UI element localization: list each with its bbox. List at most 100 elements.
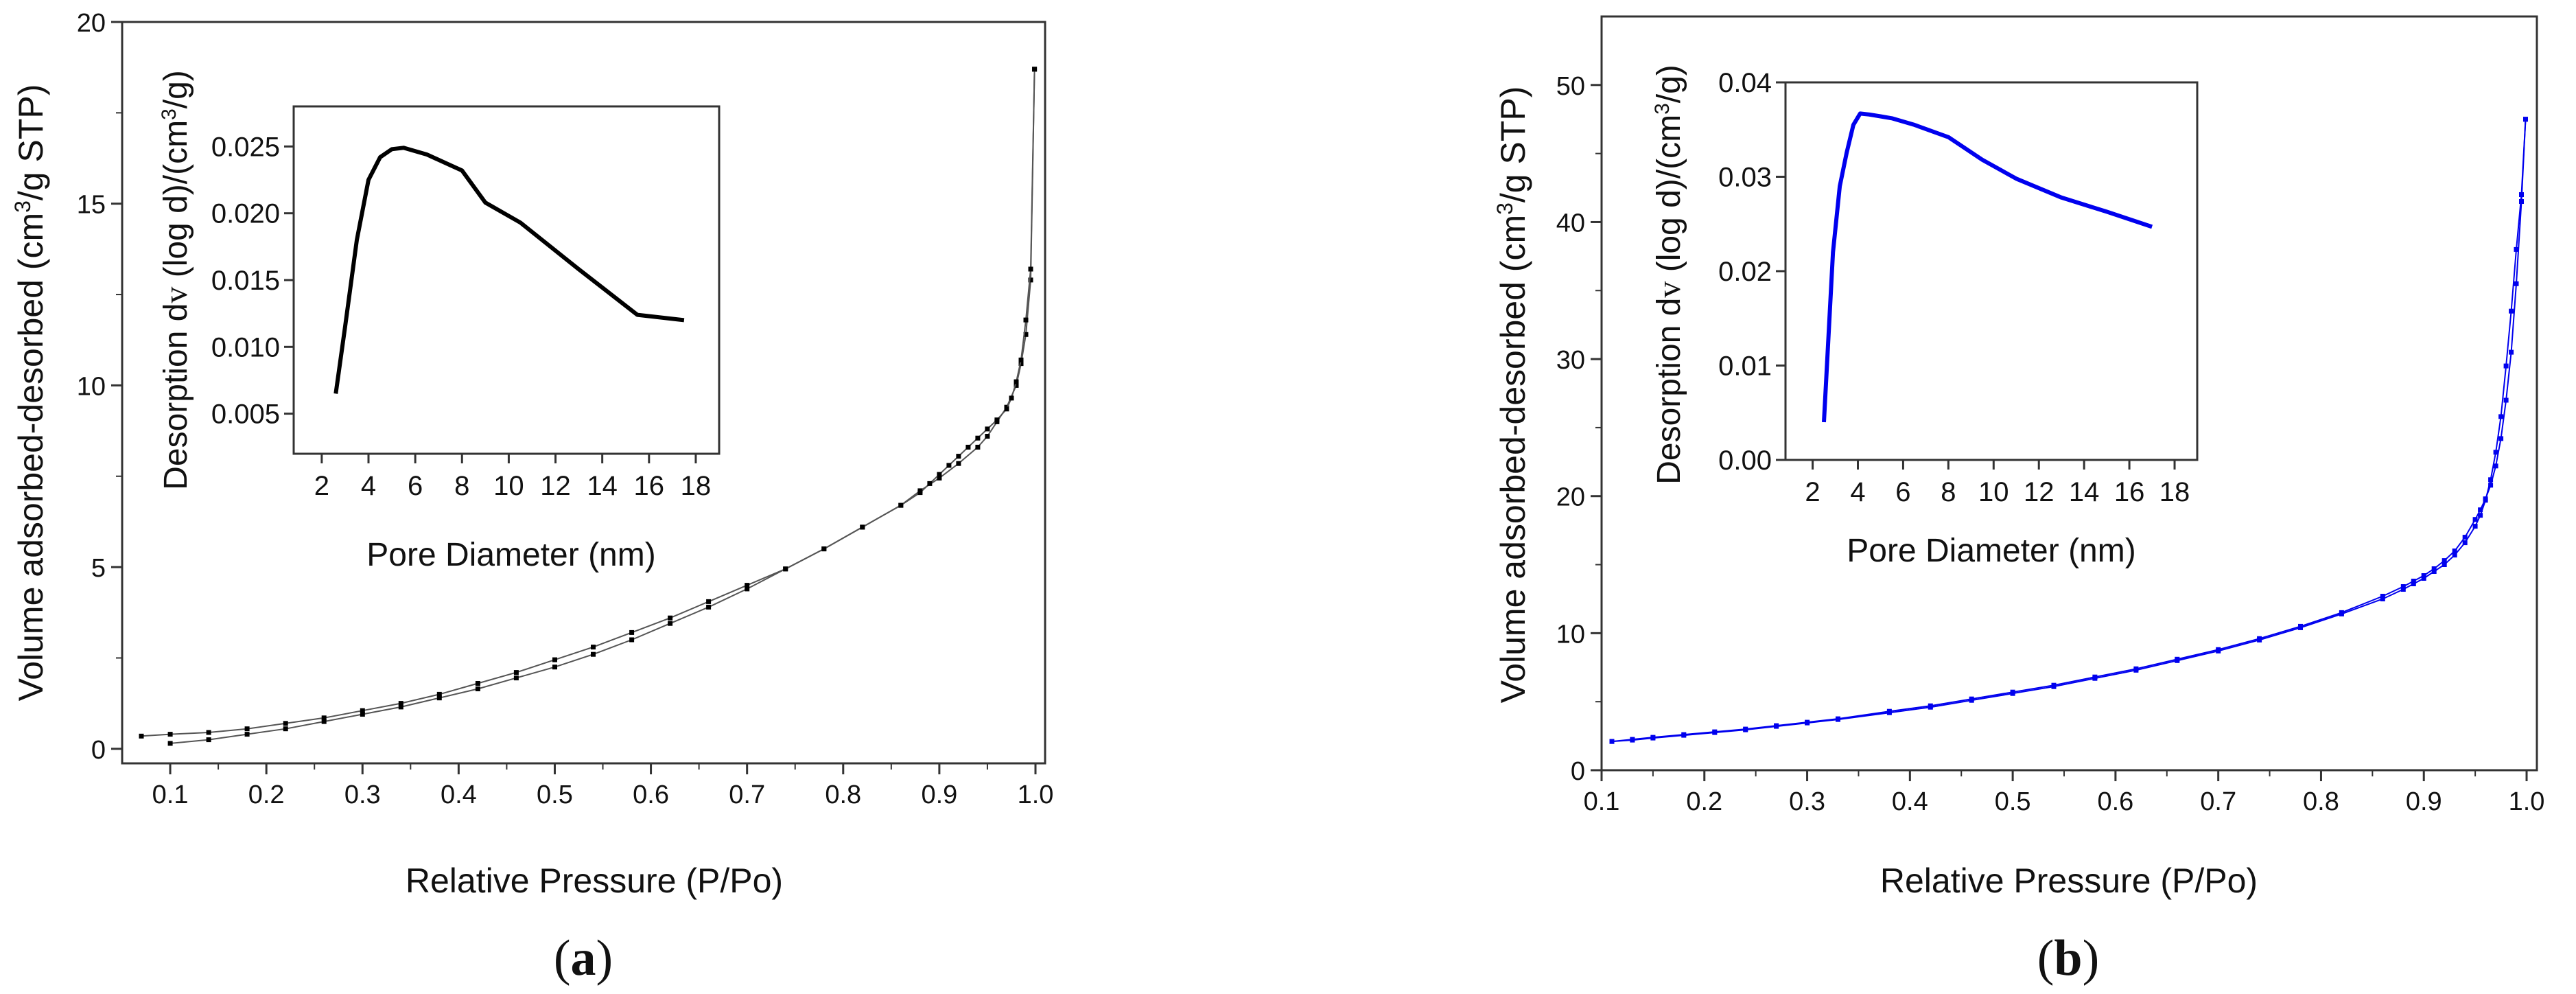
- inset-x-tick-label: 8: [454, 471, 469, 501]
- data-point: [1023, 332, 1029, 337]
- data-point: [1028, 266, 1033, 272]
- data-point: [1032, 67, 1038, 72]
- inset-xlabel-a: Pore Diameter (nm): [366, 537, 655, 573]
- data-point: [1743, 726, 1748, 732]
- data-point: [2472, 524, 2478, 529]
- data-point: [2498, 414, 2504, 419]
- data-point: [706, 604, 712, 610]
- y-tick-label: 30: [1556, 346, 1585, 375]
- inset-x-tick-label: 4: [361, 471, 376, 501]
- data-point: [2431, 569, 2437, 574]
- x-tick-label: 0.6: [633, 781, 669, 809]
- y-tick-label: 0: [1571, 757, 1585, 786]
- data-point: [2478, 513, 2483, 518]
- inset-x-tick-label: 6: [408, 471, 423, 501]
- data-point: [745, 586, 750, 592]
- x-tick-label: 0.2: [1686, 787, 1722, 816]
- inset-xlabel-b: Pore Diameter (nm): [1847, 533, 2135, 569]
- data-point: [937, 472, 942, 477]
- data-point: [956, 461, 961, 466]
- data-point: [946, 463, 952, 468]
- data-point: [283, 726, 288, 732]
- x-tick-label: 0.3: [344, 781, 381, 809]
- data-point: [975, 444, 981, 450]
- data-point: [436, 695, 442, 701]
- data-point: [706, 599, 712, 604]
- data-point: [475, 686, 480, 691]
- data-point: [1018, 361, 1024, 367]
- panel-label-a: (a): [554, 930, 613, 986]
- inset-x-tick-label: 16: [2114, 477, 2145, 507]
- main-plot-frame-a: [121, 21, 1046, 765]
- inset-axis-ticks-a: 2 4 6 8 10 12 14 16 18 0.005 0.010 0.015 0.020 0.025: [211, 132, 711, 501]
- data-point: [994, 417, 1000, 423]
- data-point: [167, 732, 173, 737]
- y-tick-label: 40: [1556, 209, 1585, 238]
- data-point: [398, 704, 403, 710]
- data-point: [965, 444, 971, 450]
- data-point: [1018, 357, 1024, 362]
- inset-x-tick-label: 12: [2024, 477, 2054, 507]
- data-point: [1650, 735, 1656, 740]
- data-point: [244, 726, 250, 732]
- data-point: [629, 637, 635, 643]
- data-point: [398, 701, 403, 706]
- y-tick-label: 15: [77, 191, 106, 220]
- data-point: [206, 730, 211, 735]
- data-point: [2411, 581, 2416, 586]
- inset-y-tick-label: 0.010: [211, 332, 280, 362]
- panel-a: 0.1 0.2 0.3 0.4 0.5 0.6 0.7 0.8 0.9 1.0 0 5 10 15 20 V…: [10, 9, 1053, 986]
- data-point: [591, 645, 596, 650]
- data-point: [1004, 406, 1009, 412]
- data-point: [2503, 363, 2509, 369]
- inset-x-tick-label: 2: [314, 471, 329, 501]
- data-point: [244, 732, 250, 737]
- data-point: [2298, 623, 2303, 629]
- data-point: [821, 546, 827, 552]
- inset-y-tick-label: 0.020: [211, 199, 280, 229]
- data-point: [283, 721, 288, 726]
- data-point: [2488, 477, 2494, 483]
- data-point: [937, 475, 942, 481]
- inset-axis-ticks-b: 2 4 6 8 10 12 14 16 18 0.00 0.01 0.02 0.03 0.04: [1718, 68, 2190, 507]
- data-point: [745, 583, 750, 588]
- data-point: [2051, 682, 2057, 688]
- x-tick-label: 0.4: [1892, 787, 1928, 816]
- data-point: [1014, 379, 1019, 384]
- inset-y-tick-label: 0.04: [1718, 68, 1772, 98]
- data-point: [591, 651, 596, 657]
- data-point: [2092, 674, 2098, 680]
- inset-x-tick-label: 18: [681, 471, 712, 501]
- data-point: [629, 629, 635, 635]
- inset-x-tick-label: 14: [2069, 477, 2100, 507]
- data-point: [2462, 540, 2468, 546]
- data-point: [2509, 349, 2514, 355]
- inset-pore-distribution-line: [1822, 111, 2153, 423]
- data-point: [1712, 729, 1718, 735]
- inset-x-tick-label: 8: [1941, 477, 1956, 507]
- data-point: [1630, 737, 1635, 742]
- data-point: [2483, 496, 2488, 502]
- data-point: [1028, 277, 1033, 283]
- data-point: [2493, 463, 2498, 469]
- data-point: [1014, 382, 1019, 388]
- inset-x-tick-label: 4: [1850, 477, 1865, 507]
- data-point: [2421, 576, 2426, 581]
- data-point: [2488, 483, 2494, 488]
- data-point: [139, 733, 144, 739]
- y-tick-label: 10: [1556, 620, 1585, 649]
- inset-x-tick-label: 12: [540, 471, 571, 501]
- x-tick-label: 0.5: [1995, 787, 2031, 816]
- x-tick-label: 0.9: [921, 781, 957, 809]
- inset-frame-b: [1784, 81, 2199, 461]
- data-point: [2509, 308, 2514, 314]
- data-point: [552, 657, 557, 662]
- data-point: [1836, 716, 1840, 721]
- data-point: [321, 719, 327, 724]
- inset-x-tick-label: 14: [587, 471, 618, 501]
- data-point: [2514, 281, 2519, 286]
- inset-x-tick-label: 6: [1895, 477, 1910, 507]
- data-point: [783, 566, 788, 572]
- inset-series-a: [333, 146, 685, 394]
